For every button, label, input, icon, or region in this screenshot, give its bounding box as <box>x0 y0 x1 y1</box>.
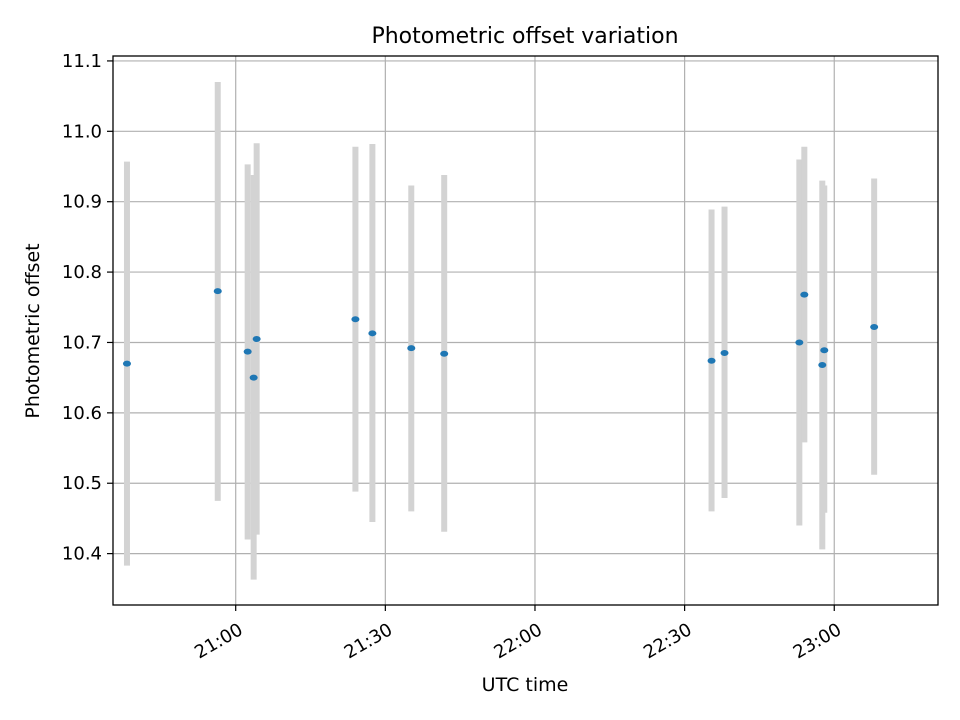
data-point <box>122 360 131 367</box>
x-axis-ticks: 21:00 21:30 22:00 22:30 23:00 <box>191 605 845 663</box>
data-point <box>800 291 809 298</box>
error-bars <box>123 82 878 580</box>
chart-title: Photometric offset variation <box>371 24 678 49</box>
y-tick-label: 10.5 <box>62 473 102 494</box>
data-point <box>818 361 827 368</box>
y-axis-title: Photometric offset <box>22 243 44 418</box>
x-axis-title: UTC time <box>482 674 569 696</box>
data-point <box>707 357 716 364</box>
x-tick-label: 23:00 <box>790 619 845 663</box>
x-tick-label: 21:30 <box>341 619 396 663</box>
plot-frame <box>112 55 939 606</box>
data-points <box>122 288 879 381</box>
data-point <box>407 345 416 352</box>
x-tick-label: 21:00 <box>191 619 246 663</box>
data-point <box>720 350 729 357</box>
data-point <box>870 323 879 330</box>
data-point <box>252 335 261 342</box>
y-tick-label: 10.6 <box>62 403 102 424</box>
data-point <box>368 330 377 337</box>
y-tick-label: 10.7 <box>62 332 102 353</box>
y-axis-ticks: 10.4 10.5 10.6 10.7 10.8 10.9 11.0 11.1 <box>62 51 113 565</box>
y-tick-label: 10.4 <box>62 544 102 565</box>
data-point <box>440 350 449 357</box>
data-point <box>243 348 252 355</box>
y-tick-label: 11.0 <box>62 121 102 142</box>
x-tick-label: 22:00 <box>490 619 545 663</box>
grid-lines <box>113 56 938 605</box>
data-point <box>795 339 804 346</box>
data-point <box>213 288 222 295</box>
y-tick-label: 11.1 <box>62 51 102 72</box>
y-tick-label: 10.8 <box>62 262 102 283</box>
data-point <box>249 374 258 381</box>
data-point <box>820 347 829 354</box>
x-tick-label: 22:30 <box>640 619 695 663</box>
y-tick-label: 10.9 <box>62 192 102 213</box>
data-point <box>351 316 360 323</box>
